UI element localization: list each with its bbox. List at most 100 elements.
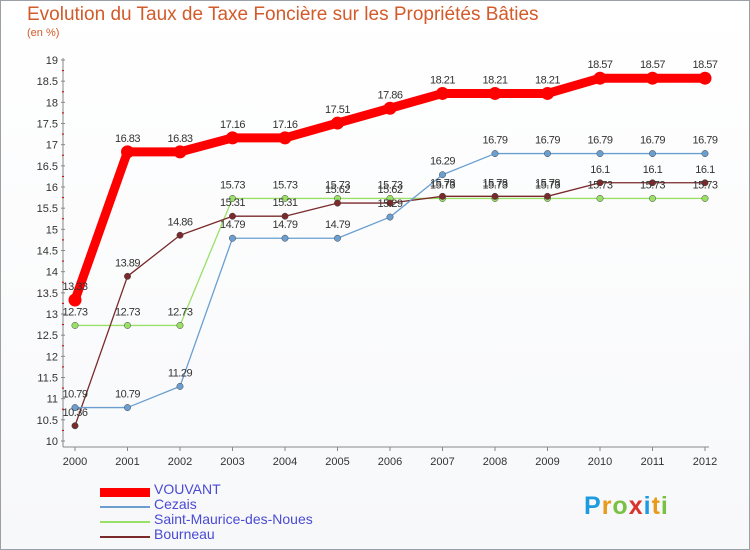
data-label: 18.57 bbox=[692, 59, 717, 71]
data-label: 15.73 bbox=[377, 179, 402, 191]
x-tick-label: 2007 bbox=[430, 456, 454, 468]
data-label: 14.86 bbox=[167, 216, 192, 228]
y-tick-label: 10 bbox=[46, 436, 58, 448]
data-label: 15.73 bbox=[272, 179, 297, 191]
data-point bbox=[544, 150, 551, 158]
y-tick-label: 10.5 bbox=[37, 415, 58, 427]
data-label: 16.79 bbox=[482, 135, 507, 147]
y-tick-label: 16.5 bbox=[37, 161, 58, 173]
data-label: 16.83 bbox=[167, 133, 192, 145]
data-point bbox=[439, 192, 446, 200]
data-point bbox=[71, 321, 79, 329]
data-label: 16.79 bbox=[535, 135, 560, 147]
data-point bbox=[491, 150, 499, 158]
data-point bbox=[491, 192, 499, 200]
data-label: 15.78 bbox=[430, 177, 455, 189]
data-label: 15.73 bbox=[325, 179, 350, 191]
y-tick-label: 15 bbox=[46, 224, 58, 236]
x-tick-label: 2003 bbox=[220, 456, 244, 468]
data-label: 15.73 bbox=[482, 179, 507, 191]
data-label: 10.36 bbox=[62, 407, 87, 419]
logo-letter: i bbox=[660, 492, 669, 520]
data-point bbox=[229, 194, 236, 202]
data-point bbox=[176, 321, 184, 329]
data-point bbox=[488, 86, 502, 100]
data-point bbox=[649, 150, 656, 158]
legend-swatch bbox=[100, 521, 150, 523]
data-point bbox=[334, 199, 341, 207]
data-label: 13.89 bbox=[115, 257, 140, 269]
data-point bbox=[229, 212, 236, 220]
legend-label: VOUVANT bbox=[154, 481, 221, 497]
y-tick-label: 15.5 bbox=[37, 203, 58, 215]
data-point bbox=[383, 101, 397, 115]
data-label: 17.16 bbox=[272, 119, 297, 131]
data-point bbox=[646, 71, 659, 85]
chart-title: Evolution du Taux de Taxe Foncière sur l… bbox=[27, 4, 539, 25]
y-tick-label: 19 bbox=[46, 55, 58, 67]
data-point bbox=[281, 212, 289, 220]
data-point bbox=[121, 145, 134, 159]
data-point bbox=[436, 86, 449, 100]
y-tick-label: 14.5 bbox=[37, 246, 58, 258]
data-point bbox=[698, 71, 712, 85]
data-label: 17.86 bbox=[377, 89, 402, 101]
x-tick-label: 2006 bbox=[378, 456, 402, 468]
data-label: 15.62 bbox=[325, 184, 350, 196]
data-point bbox=[124, 272, 131, 280]
data-point bbox=[176, 382, 184, 390]
data-label: 17.51 bbox=[325, 104, 350, 116]
data-point bbox=[596, 150, 604, 158]
x-tick-label: 2009 bbox=[535, 456, 559, 468]
data-label: 11.29 bbox=[168, 367, 193, 379]
y-tick-label: 17.5 bbox=[37, 119, 58, 131]
x-tick-label: 2002 bbox=[168, 456, 192, 468]
legend-swatch bbox=[100, 536, 150, 538]
data-label: 10.79 bbox=[62, 389, 87, 401]
data-label: 18.21 bbox=[535, 74, 560, 86]
logo-letter: r bbox=[601, 492, 613, 520]
data-label: 13.33 bbox=[62, 281, 87, 293]
data-point bbox=[649, 179, 656, 187]
data-label: 18.57 bbox=[640, 59, 665, 71]
data-label: 14.79 bbox=[220, 219, 245, 231]
data-point bbox=[68, 293, 82, 307]
y-tick-label: 13 bbox=[46, 309, 58, 321]
data-label: 16.79 bbox=[640, 135, 665, 147]
y-tick-label: 18 bbox=[46, 97, 58, 109]
data-point bbox=[176, 231, 184, 239]
data-point bbox=[124, 404, 131, 412]
legend-label: Bourneau bbox=[154, 526, 215, 542]
data-point bbox=[281, 194, 289, 202]
data-label: 16.1 bbox=[590, 164, 610, 176]
data-point bbox=[649, 194, 656, 202]
data-label: 18.57 bbox=[587, 59, 612, 71]
y-tick-label: 17 bbox=[46, 140, 58, 152]
x-tick-label: 2010 bbox=[588, 456, 612, 468]
data-label: 15.73 bbox=[692, 179, 717, 191]
data-label: 12.73 bbox=[167, 306, 192, 318]
data-label: 15.29 bbox=[377, 198, 402, 210]
chart-subtitle: (en %) bbox=[27, 27, 60, 39]
data-point bbox=[226, 131, 239, 145]
y-tick-label: 13.5 bbox=[37, 288, 58, 300]
data-point bbox=[701, 150, 709, 158]
y-tick-label: 11.5 bbox=[37, 373, 58, 385]
data-point bbox=[701, 194, 709, 202]
data-point bbox=[593, 71, 607, 85]
logo-letter: i bbox=[643, 492, 652, 520]
data-label: 16.79 bbox=[587, 135, 612, 147]
data-label: 14.79 bbox=[325, 219, 350, 231]
data-point bbox=[229, 234, 236, 242]
data-point bbox=[701, 179, 709, 187]
data-point bbox=[386, 199, 394, 207]
data-label: 15.73 bbox=[640, 179, 665, 191]
data-label: 12.73 bbox=[115, 306, 140, 318]
logo-letter: x bbox=[628, 492, 644, 520]
data-point bbox=[541, 86, 554, 100]
data-label: 14.79 bbox=[272, 219, 297, 231]
data-label: 15.73 bbox=[430, 179, 455, 191]
data-point bbox=[71, 404, 79, 412]
data-point bbox=[334, 234, 341, 242]
